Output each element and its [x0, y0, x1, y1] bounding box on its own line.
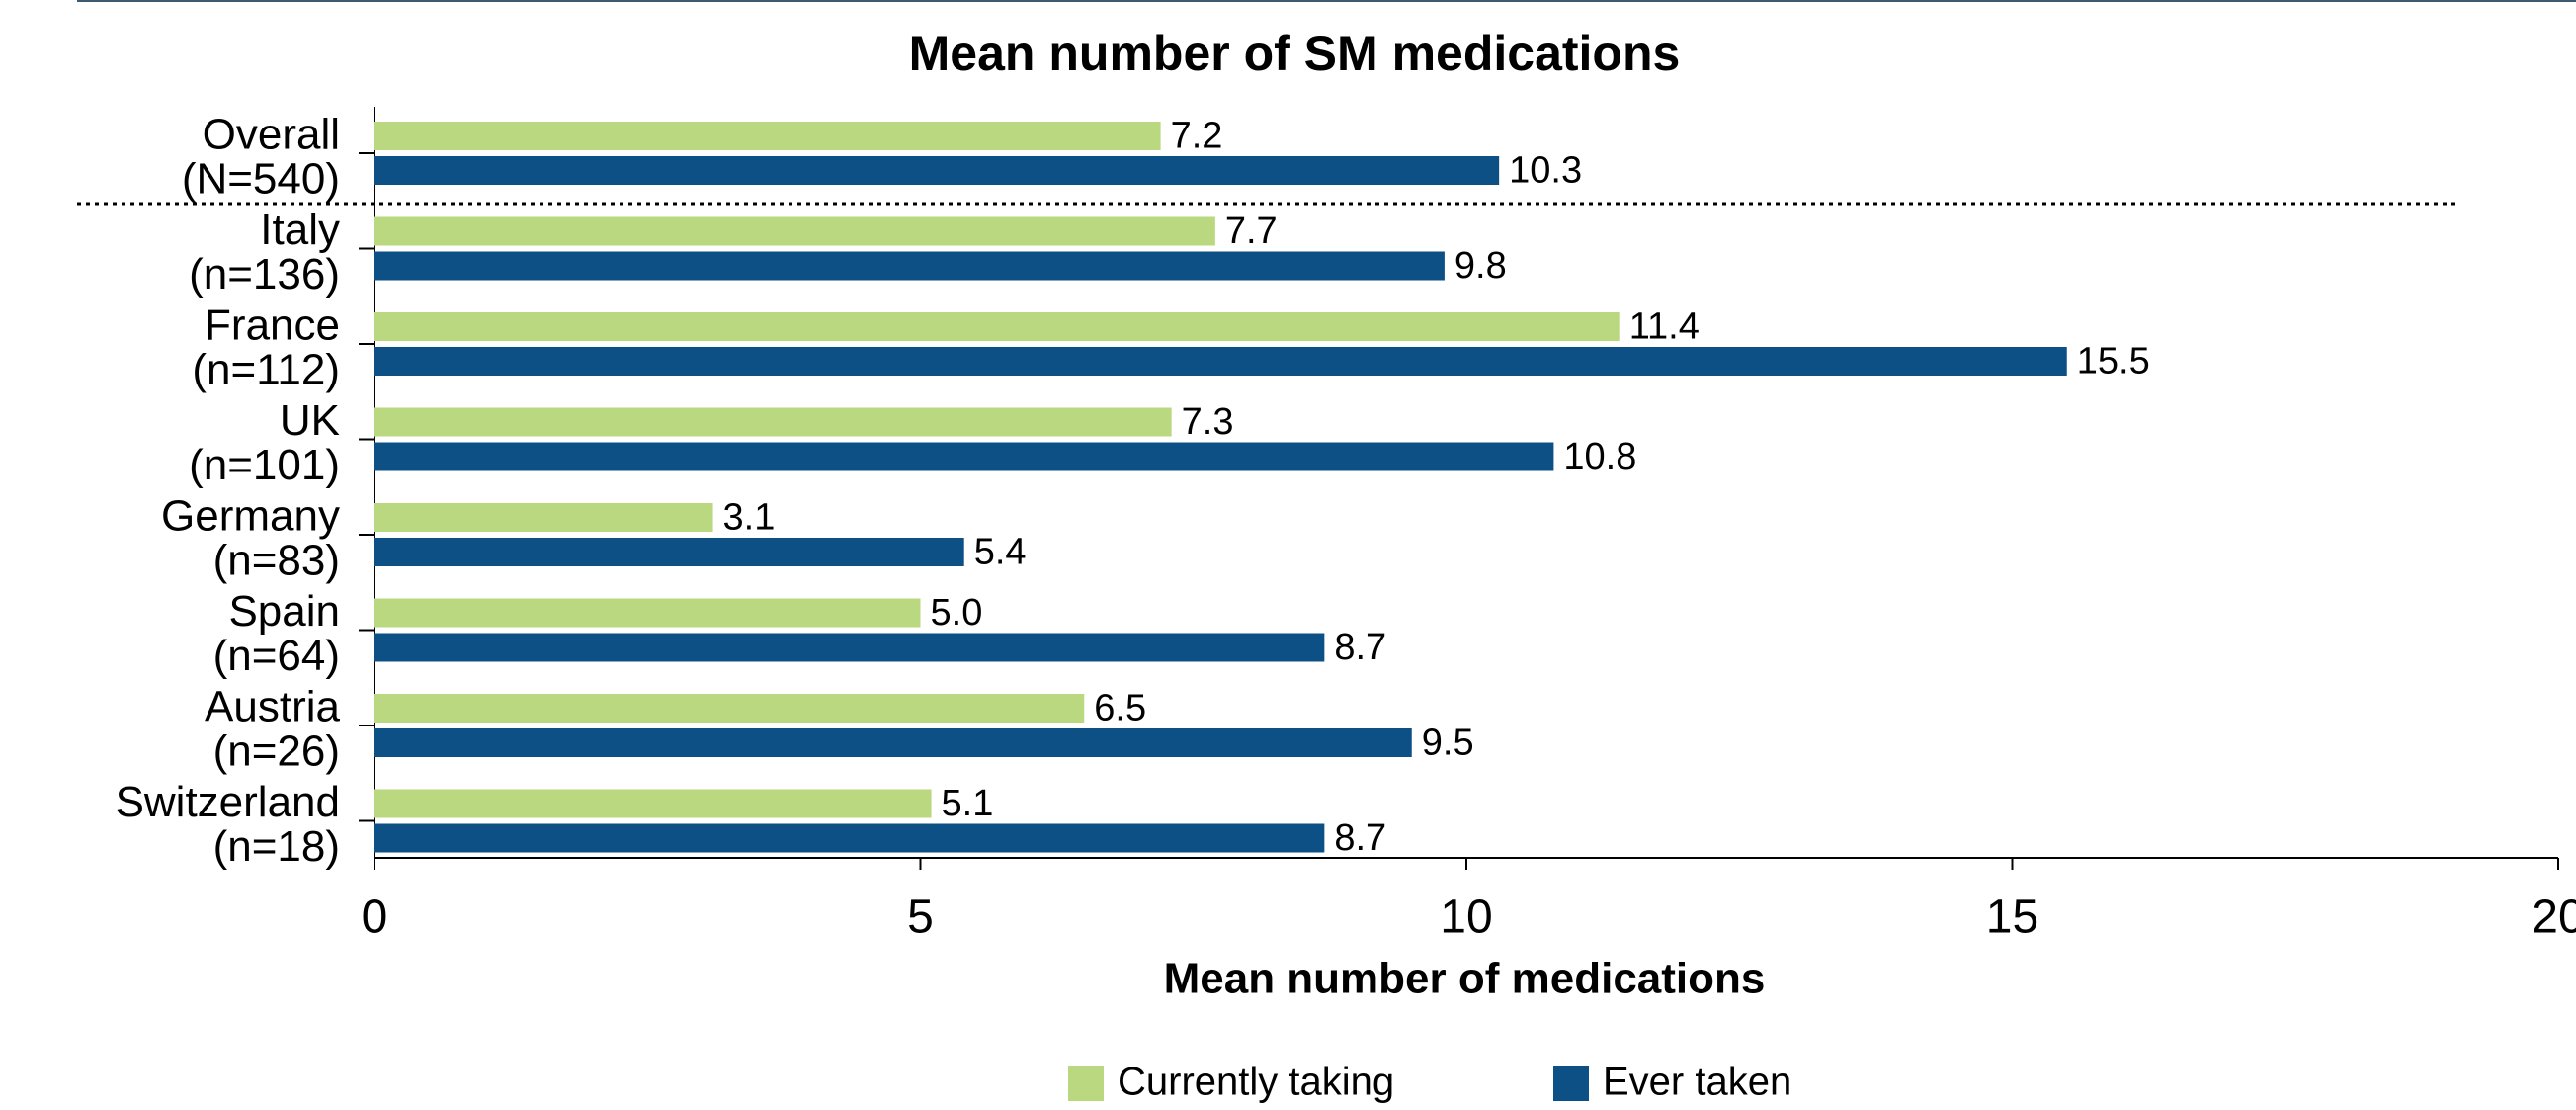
value-label: 9.5 [1422, 723, 1474, 764]
value-label: 5.1 [942, 783, 994, 824]
category-label: (n=101) [189, 441, 340, 489]
bar [374, 442, 1554, 471]
x-tick-label: 0 [362, 892, 388, 944]
bar [374, 216, 1215, 246]
value-label: 6.5 [1094, 688, 1146, 729]
category-label: Italy [260, 206, 340, 254]
bar [374, 728, 1412, 757]
category-label: UK [280, 396, 340, 445]
category-label: Germany [161, 492, 340, 541]
value-label: 3.1 [723, 497, 776, 539]
value-label: 10.3 [1509, 150, 1582, 192]
category-label: (n=64) [213, 632, 340, 680]
value-label: 11.4 [1629, 306, 1700, 348]
bar [374, 633, 1325, 662]
value-label: 7.3 [1182, 401, 1234, 443]
bar [374, 538, 964, 566]
bar [374, 156, 1500, 185]
category-label: (n=18) [213, 822, 340, 871]
chart-title: Mean number of SM medications [909, 26, 1681, 81]
value-label: 5.4 [974, 532, 1027, 573]
category-label: (n=112) [192, 346, 340, 394]
bar [374, 694, 1085, 723]
value-label: 7.7 [1225, 211, 1278, 252]
bar [374, 823, 1325, 853]
legend-label: Ever taken [1603, 1061, 1791, 1104]
category-label: (N=540) [182, 155, 340, 204]
x-tick-label: 15 [1986, 892, 2038, 944]
x-tick-label: 5 [907, 892, 934, 944]
category-label: (n=136) [189, 250, 340, 299]
value-label: 8.7 [1334, 627, 1386, 668]
x-axis-title: Mean number of medications [1164, 955, 1766, 1003]
value-label: 8.7 [1334, 817, 1386, 859]
bar [374, 347, 2067, 376]
bar [374, 503, 713, 532]
value-label: 10.8 [1563, 436, 1636, 477]
legend-label: Currently taking [1118, 1061, 1394, 1104]
value-label: 5.0 [931, 592, 983, 634]
bar [374, 251, 1445, 281]
category-label: Austria [205, 683, 340, 731]
value-label: 7.2 [1171, 116, 1223, 157]
category-label: (n=26) [213, 727, 340, 776]
value-label: 15.5 [2077, 341, 2150, 383]
value-label: 9.8 [1454, 245, 1507, 287]
x-tick-label: 20 [2532, 892, 2576, 944]
category-label: France [205, 301, 340, 350]
legend-swatch [1553, 1066, 1589, 1101]
category-label: Switzerland [116, 778, 340, 826]
bar [374, 598, 921, 628]
x-tick-label: 10 [1440, 892, 1492, 944]
category-label: (n=83) [213, 537, 340, 585]
bar [374, 407, 1172, 437]
bar [374, 312, 1620, 341]
legend-swatch [1068, 1066, 1104, 1101]
category-label: Spain [228, 587, 340, 636]
bar [374, 789, 932, 818]
category-label: Overall [203, 111, 340, 159]
bar [374, 122, 1161, 150]
